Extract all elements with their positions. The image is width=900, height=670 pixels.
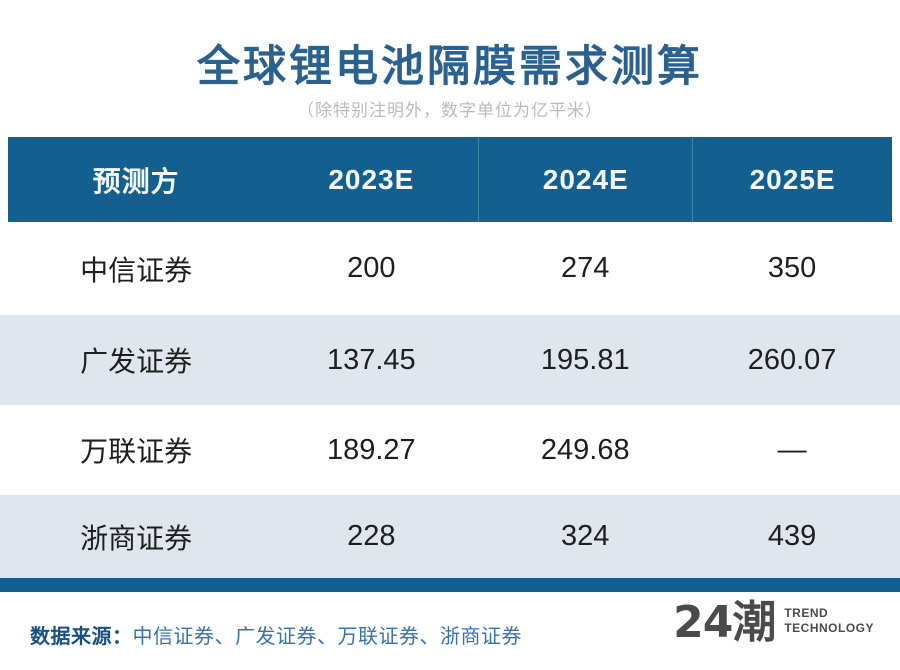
table-header-row: 预测方 2023E 2024E 2025E [8,137,892,222]
table-row: 浙商证券 228 324 439 [0,495,900,578]
brand-wordmark: 24潮 [673,597,776,648]
cell-value: — [777,433,807,466]
cell-value: 200 [347,252,396,284]
row-label: 广发证券 [80,346,193,377]
cell-value: 228 [347,520,396,552]
cell-value: 439 [767,520,817,552]
cell-value: 324 [561,520,610,552]
column-header-2024e: 2024E [478,137,692,222]
row-label: 万联证券 [80,436,193,467]
column-header-2025e: 2025E [692,137,892,222]
table-row: 广发证券 137.45 195.81 260.07 [0,315,900,405]
unit-note: （除特别注明外，数字单位为亿平米） [297,101,603,120]
brand-tagline-line1: TREND [784,606,829,620]
brand-tagline-line2: TECHNOLOGY [784,621,874,635]
column-header-forecaster: 预测方 [92,165,180,197]
data-source-label: 数据来源： [30,626,133,648]
data-source-note: 数据来源：中信证券、广发证券、万联证券、浙商证券 [30,620,522,649]
brand-tagline: TREND TECHNOLOGY [784,601,874,636]
cell-value: 350 [767,252,817,284]
data-source-list: 中信证券、广发证券、万联证券、浙商证券 [132,626,522,648]
cell-value: 274 [561,252,610,284]
column-header-2023e: 2023E [328,163,415,195]
cell-value: 137.45 [326,343,416,376]
table-row: 中信证券 200 274 350 [0,222,900,315]
table-bottom-accent-bar [0,578,900,592]
table-row: 万联证券 189.27 249.68 — [0,405,900,495]
cell-value: 249.68 [540,433,630,466]
cell-value: 189.27 [326,433,416,466]
row-label: 中信证券 [80,254,193,286]
cell-value: 260.07 [747,343,837,376]
cell-value: 195.81 [540,343,630,376]
page-title: 全球锂电池隔膜需求测算 [197,43,703,91]
brand-logo: 24潮 TREND TECHNOLOGY [673,601,874,645]
row-label: 浙商证券 [80,522,193,554]
